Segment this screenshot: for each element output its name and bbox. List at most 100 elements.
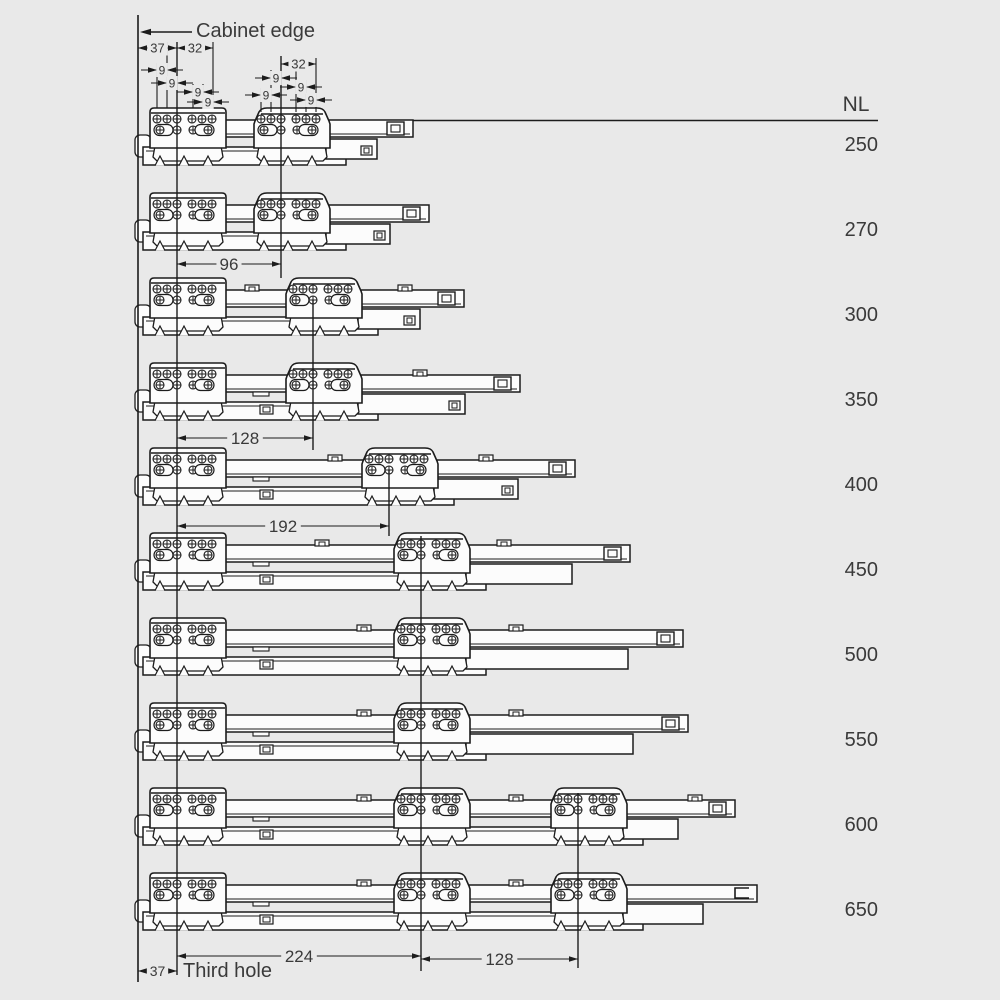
dimension-192: 192 (177, 516, 389, 536)
dim-arrow (287, 84, 296, 90)
rear-bracket (285, 362, 363, 417)
dim-arrow (281, 75, 290, 81)
dim-label-bg (192, 85, 204, 99)
hook-notch (398, 834, 410, 846)
rail-clip-inner (512, 626, 520, 632)
middle-rail (465, 733, 634, 755)
hook-notch (398, 749, 410, 761)
front-bracket (149, 192, 227, 247)
hook-notch (154, 239, 166, 251)
cabinet-edge-leader (140, 28, 192, 36)
hook-notch (202, 154, 214, 166)
front-bracket (149, 447, 227, 502)
rail-clip-inner (691, 796, 699, 802)
dim-arrow (281, 61, 290, 67)
dim-arrow (421, 956, 430, 962)
hook-notch (178, 664, 190, 676)
rail-tab (252, 561, 270, 567)
slide-row-270 (134, 192, 430, 251)
hook-notch (282, 154, 294, 166)
dim-arrow (158, 80, 167, 86)
cabinet-rail-clip-inner (262, 576, 271, 583)
hook-notch (338, 409, 350, 421)
dim-arrow (306, 84, 315, 90)
rail-clip-inner (318, 541, 326, 547)
hook-notch (422, 579, 434, 591)
dim-label-bg (305, 93, 317, 107)
nl-value-250: 250 (844, 134, 878, 156)
dimension-128: 128 (177, 428, 313, 448)
drawer-rail (221, 374, 521, 393)
dim-arrow (316, 97, 325, 103)
dimension-37: 37 (138, 40, 177, 56)
hook-notch (202, 239, 214, 251)
dim-label: 37 (150, 41, 164, 56)
nl-value-350: 350 (844, 389, 878, 411)
cabinet-rail-clip-inner (262, 746, 271, 753)
dim-label-bg (265, 516, 301, 536)
middle-rail-latch-inner (376, 232, 383, 239)
rail-clip-inner (360, 881, 368, 887)
middle-rail (622, 903, 704, 925)
dimension-9: 9 (255, 71, 297, 85)
dim-label: 9 (298, 80, 305, 94)
rail-tab (252, 816, 270, 822)
middle-rail-latch-inner (406, 317, 413, 324)
slide-row-250 (134, 107, 878, 166)
cabinet-rail-clip-inner (262, 661, 271, 668)
dim-label-bg (227, 428, 263, 448)
hook-notch (178, 154, 190, 166)
hook-notch (178, 239, 190, 251)
middle-rail-latch-inner (363, 147, 370, 154)
rail-clip-inner (331, 456, 339, 462)
hook-notch (154, 749, 166, 761)
dimension-96: 96 (177, 254, 281, 274)
hook-notch (202, 664, 214, 676)
hook-notch (422, 919, 434, 931)
hook-notch (178, 834, 190, 846)
rail-tab (252, 646, 270, 652)
rear-bracket (393, 702, 471, 757)
slide-row-350 (134, 362, 521, 421)
hook-notch (154, 494, 166, 506)
hook-notch (154, 919, 166, 931)
rear-bracket (393, 617, 471, 672)
hook-notch (603, 919, 615, 931)
front-bracket (149, 532, 227, 587)
dim-arrow (177, 261, 186, 267)
dim-arrow (177, 45, 186, 51)
dimension-32: 32 (281, 56, 316, 72)
hook-notch (446, 579, 458, 591)
dimension-9: 9 (141, 63, 183, 77)
front-bracket (149, 362, 227, 417)
dim-label: 192 (269, 517, 297, 536)
dimension-32: 32 (177, 40, 213, 56)
hook-notch (202, 324, 214, 336)
dim-arrow (204, 45, 213, 51)
dim-label: 9 (308, 93, 315, 107)
dim-label-bg (481, 949, 518, 969)
dim-label-bg (156, 63, 168, 77)
hook-notch (202, 919, 214, 931)
dim-label: 37 (150, 963, 166, 979)
hook-notch (446, 919, 458, 931)
dim-label-bg (184, 40, 206, 56)
front-bracket (149, 107, 227, 162)
nl-value-400: 400 (844, 474, 878, 496)
hook-notch (178, 579, 190, 591)
rear-bracket (550, 872, 628, 927)
dim-label-bg (260, 88, 272, 102)
hook-notch (446, 664, 458, 676)
nl-value-650: 650 (844, 899, 878, 921)
rear-bracket (550, 787, 628, 842)
hook-notch (154, 664, 166, 676)
dim-arrow (569, 956, 578, 962)
dim-label-bg (147, 40, 168, 56)
hook-notch (258, 154, 270, 166)
middle-rail-latch-inner (451, 402, 458, 409)
rear-bracket (253, 192, 331, 247)
rear-bracket (393, 787, 471, 842)
hook-notch (178, 919, 190, 931)
